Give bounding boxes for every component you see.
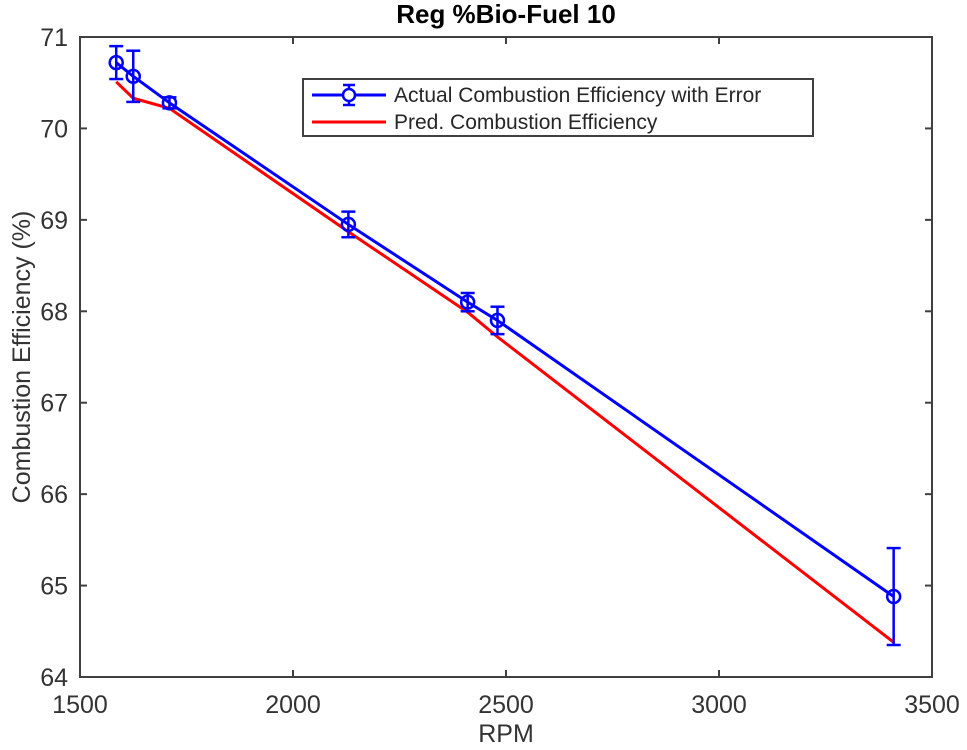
data-point-marker: [161, 95, 178, 111]
x-tick-label: 2500: [478, 691, 534, 719]
data-point-marker: [108, 54, 124, 71]
x-tick-label: 3000: [691, 691, 747, 719]
y-axis-label: Combustion Efficiency (%): [8, 211, 36, 504]
y-tick-label: 64: [40, 664, 68, 692]
pred-series-line: [115, 80, 895, 644]
actual-series-line: [115, 61, 895, 598]
legend: Actual Combustion Efficiency with Error …: [302, 78, 814, 137]
y-tick-label: 66: [40, 481, 68, 509]
y-tick-label: 67: [40, 390, 68, 418]
chart-title: Reg %Bio-Fuel 10: [396, 0, 616, 29]
legend-pred-label: Pred. Combustion Efficiency: [394, 111, 658, 134]
legend-entry-pred: Pred. Combustion Efficiency: [312, 111, 658, 134]
x-tick-label: 2000: [265, 691, 321, 719]
data-point-marker: [885, 588, 902, 605]
x-tick-label: 1500: [52, 691, 108, 719]
x-tick-label: 3500: [904, 691, 960, 719]
y-tick-label: 71: [40, 24, 68, 52]
data-point-marker: [489, 312, 506, 329]
plot-area: 1500 2000 2500 3000 3500 64 65 66 67 68 69 70 71: [40, 24, 960, 719]
x-axis-label: RPM: [478, 720, 534, 748]
legend-circle-marker-icon: [341, 87, 357, 103]
data-point-marker: [340, 216, 357, 233]
y-tick-label: 69: [40, 207, 68, 235]
y-tick-label: 70: [40, 115, 68, 143]
legend-box: [302, 78, 814, 137]
data-point-marker: [125, 68, 141, 85]
y-tick-label: 68: [40, 298, 68, 326]
data-point-marker: [459, 294, 476, 310]
legend-actual-label: Actual Combustion Efficiency with Error: [394, 84, 761, 107]
legend-entry-actual: Actual Combustion Efficiency with Error: [312, 83, 761, 107]
y-tick-label: 65: [40, 573, 68, 601]
